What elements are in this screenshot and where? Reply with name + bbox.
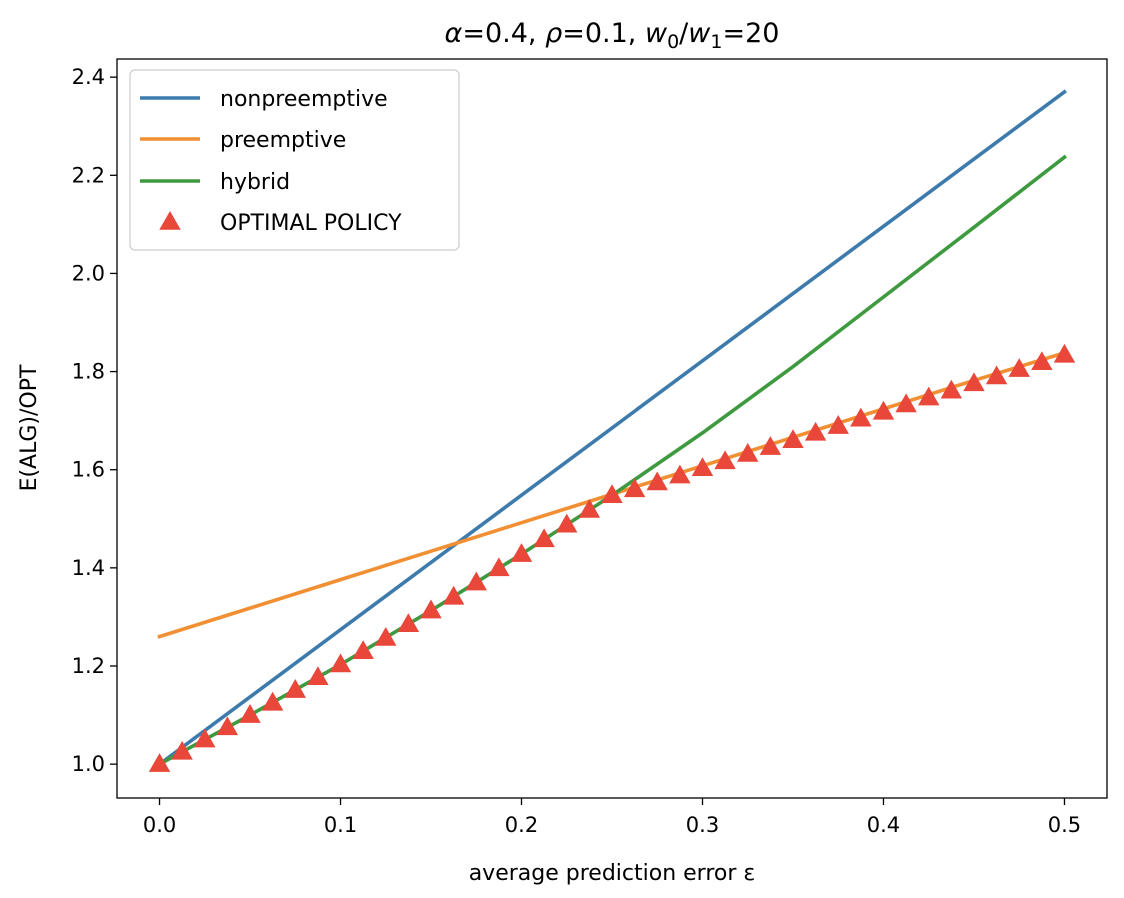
data-point-optimal-policy xyxy=(442,585,465,605)
y-tick-label: 2.4 xyxy=(72,65,105,89)
legend-label-nonpreemptive: nonpreemptive xyxy=(220,87,388,112)
y-tick-label: 2.2 xyxy=(72,163,105,187)
data-point-optimal-policy xyxy=(556,513,578,533)
data-point-optimal-policy xyxy=(284,679,306,698)
x-tick-label: 0.0 xyxy=(143,813,176,837)
data-point-optimal-policy xyxy=(329,653,352,673)
x-tick-label: 0.5 xyxy=(1048,813,1081,837)
data-point-optimal-policy xyxy=(420,599,442,619)
plot-frame xyxy=(116,58,1108,799)
data-point-optimal-policy xyxy=(488,557,510,577)
data-point-optimal-policy xyxy=(465,571,487,591)
data-point-optimal-policy xyxy=(827,415,849,434)
data-point-optimal-policy xyxy=(216,716,239,736)
data-point-optimal-policy xyxy=(669,464,691,484)
x-tick-label: 0.4 xyxy=(867,813,900,837)
data-point-optimal-policy xyxy=(397,613,420,633)
data-point-optimal-policy xyxy=(623,478,646,498)
data-point-optimal-policy xyxy=(510,543,533,562)
x-axis-label: average prediction error ε xyxy=(469,861,756,886)
legend-frame xyxy=(129,69,460,251)
y-tick-label: 1.4 xyxy=(72,556,105,580)
y-tick-label: 1.6 xyxy=(72,458,105,482)
title-w1-subscript: 1 xyxy=(710,31,722,53)
title-rho-value: =0.1, xyxy=(562,18,645,49)
title-slash: / xyxy=(679,18,689,49)
y-axis-label: E(ALG)/OPT xyxy=(17,364,42,491)
data-point-optimal-policy xyxy=(1008,358,1030,377)
title-alpha-symbol: α xyxy=(445,18,463,49)
data-point-optimal-policy xyxy=(239,704,261,723)
title-ratio-value: =20 xyxy=(722,18,779,49)
legend: nonpreemptive preemptive hybrid OPTIMAL POL… xyxy=(129,69,460,251)
title-w1: w xyxy=(688,18,711,49)
data-point-optimal-policy xyxy=(872,400,895,420)
y-tick-label: 1.0 xyxy=(72,752,105,776)
data-point-optimal-policy xyxy=(601,484,623,504)
data-point-optimal-policy xyxy=(895,393,917,413)
data-point-optimal-policy xyxy=(963,372,985,392)
series-line-nonpreemptive xyxy=(157,89,1067,767)
data-point-optimal-policy xyxy=(148,753,171,772)
data-point-optimal-policy xyxy=(352,640,374,660)
y-tick-label: 1.8 xyxy=(72,360,105,384)
data-point-optimal-policy xyxy=(985,365,1008,385)
x-axis: 0.0 0.1 0.2 0.3 0.4 0.5 xyxy=(143,798,1081,837)
legend-label-optimal-policy: OPTIMAL POLICY xyxy=(220,211,402,236)
data-point-optimal-policy xyxy=(850,407,872,427)
data-point-optimal-policy xyxy=(691,457,714,477)
y-tick-label: 1.2 xyxy=(72,654,105,678)
data-point-optimal-policy xyxy=(804,421,827,441)
legend-swatch-optimal-policy xyxy=(159,210,181,230)
data-point-optimal-policy xyxy=(759,436,782,455)
x-tick-label: 0.1 xyxy=(324,813,357,837)
x-tick-label: 0.2 xyxy=(505,813,538,837)
data-point-optimal-policy xyxy=(1031,351,1053,371)
data-point-optimal-policy xyxy=(646,471,668,491)
data-point-optimal-policy xyxy=(307,666,329,686)
chart-title: α=0.4, ρ=0.1, w0/w1=20 xyxy=(445,18,780,53)
data-point-optimal-policy xyxy=(578,498,601,518)
x-tick-label: 0.3 xyxy=(686,813,719,837)
data-point-optimal-policy xyxy=(940,379,963,399)
data-point-optimal-policy xyxy=(375,627,397,646)
legend-label-hybrid: hybrid xyxy=(220,170,290,195)
data-point-optimal-policy xyxy=(194,728,216,748)
data-point-optimal-policy xyxy=(918,386,940,406)
y-axis: 1.0 1.2 1.4 1.6 1.8 2.0 2.2 2.4 xyxy=(72,65,117,776)
data-point-optimal-policy xyxy=(533,528,555,548)
legend-label-preemptive: preemptive xyxy=(220,128,346,153)
plot-area xyxy=(148,89,1076,772)
title-w0-subscript: 0 xyxy=(667,31,679,53)
title-w0: w xyxy=(645,18,668,49)
data-point-optimal-policy xyxy=(1053,343,1076,363)
title-alpha-value: =0.4, xyxy=(462,18,545,49)
data-point-optimal-policy xyxy=(171,740,193,760)
data-point-optimal-policy xyxy=(714,450,736,470)
y-tick-label: 2.0 xyxy=(72,261,105,285)
data-point-optimal-policy xyxy=(782,429,804,449)
data-point-optimal-policy xyxy=(261,691,284,711)
data-point-optimal-policy xyxy=(737,442,759,462)
title-rho-symbol: ρ xyxy=(545,18,562,49)
